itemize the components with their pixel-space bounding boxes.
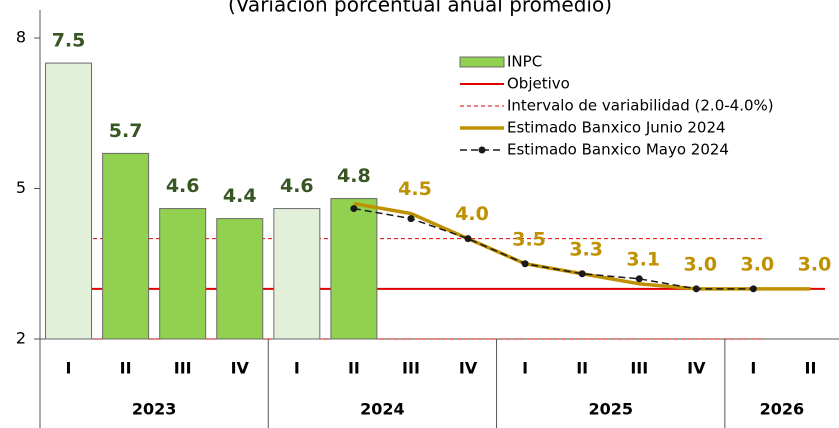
x-group-label: 2026: [760, 400, 805, 419]
forecast-point: [521, 260, 529, 268]
forecast-value-label: 4.0: [455, 203, 489, 225]
y-tick-label: 5: [16, 178, 26, 197]
forecast-value-label: 4.5: [398, 178, 432, 200]
forecast-point: [350, 205, 358, 213]
legend-label: INPC: [507, 53, 542, 71]
forecast-point: [749, 285, 757, 293]
forecast-value-label: 3.0: [741, 253, 775, 275]
bar-value-label: 4.4: [223, 185, 257, 207]
bar: [330, 198, 378, 340]
bar-value-label: 4.6: [166, 175, 200, 197]
bar: [102, 152, 150, 340]
y-tick-label: 2: [16, 329, 26, 348]
bar: [216, 218, 264, 340]
x-tick-label: I: [522, 359, 528, 378]
forecast-value-label: 3.5: [512, 228, 546, 250]
legend-swatch: [459, 56, 505, 68]
x-tick-label: IV: [459, 359, 478, 378]
forecast-line: [353, 207, 754, 290]
forecast-value-label: 3.1: [626, 248, 660, 270]
forecast-point: [407, 215, 415, 223]
legend-swatch: [478, 146, 486, 154]
x-group-label: 2025: [588, 400, 633, 419]
legend-label: Estimado Banxico Junio 2024: [507, 119, 726, 137]
x-tick-label: II: [805, 359, 817, 378]
x-tick-label: IV: [687, 359, 706, 378]
bar-value-label: 4.6: [280, 175, 314, 197]
bar: [159, 208, 207, 340]
bar-value-label: 7.5: [52, 30, 86, 52]
x-tick-label: IV: [231, 359, 250, 378]
bar: [45, 62, 93, 340]
x-tick-label: II: [348, 359, 360, 378]
forecast-value-label: 3.0: [798, 253, 832, 275]
x-tick-label: III: [174, 359, 192, 378]
x-tick-label: I: [750, 359, 756, 378]
legend-label: Intervalo de variabilidad (2.0-4.0%): [507, 97, 774, 115]
x-group-label: 2024: [360, 400, 405, 419]
x-group-label: 2023: [132, 400, 177, 419]
forecast-value-label: 3.0: [683, 253, 717, 275]
x-tick-label: II: [576, 359, 588, 378]
x-tick-label: III: [630, 359, 648, 378]
bar-value-label: 5.7: [109, 120, 143, 142]
forecast-point: [692, 285, 700, 293]
bar: [273, 208, 321, 340]
legend-label: Estimado Banxico Mayo 2024: [507, 141, 729, 159]
forecast-point: [578, 270, 586, 278]
x-tick-label: I: [66, 359, 72, 378]
x-tick-label: III: [402, 359, 420, 378]
y-tick-label: 8: [16, 28, 26, 47]
bar-value-label: 4.8: [337, 165, 371, 187]
x-tick-label: I: [294, 359, 300, 378]
legend-label: Objetivo: [507, 75, 570, 93]
forecast-value-label: 3.3: [569, 238, 603, 260]
forecast-point: [464, 235, 472, 243]
forecast-point: [635, 275, 643, 283]
x-tick-label: II: [120, 359, 132, 378]
chart-title: (Variación porcentual anual promedio): [228, 0, 612, 17]
